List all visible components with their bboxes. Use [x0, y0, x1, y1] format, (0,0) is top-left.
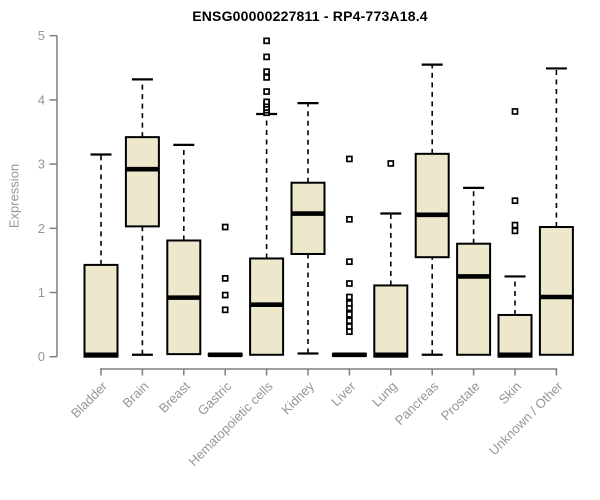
outlier-point: [346, 310, 353, 318]
x-tick-label-gastric: Gastric: [195, 378, 235, 418]
box-rect: [538, 226, 574, 356]
boxplot-brain: [124, 78, 160, 356]
outlier-point: [346, 280, 353, 287]
outlier-point: [511, 197, 519, 205]
box-rect: [124, 136, 160, 228]
boxplot-hematopoietic-cells: [249, 37, 285, 356]
boxplot-skin: [497, 108, 533, 358]
outlier-point: [346, 258, 353, 266]
box-rect: [373, 284, 409, 358]
boxplot-unknown-other: [538, 67, 574, 356]
outlier-point: [346, 300, 353, 307]
boxplot-gastric: [207, 223, 243, 358]
boxplot-pancreas: [414, 63, 450, 356]
outlier-point: [346, 328, 353, 336]
y-tick-label: 4: [38, 92, 45, 107]
outlier-point: [346, 293, 353, 301]
x-tick-label-bladder: Bladder: [68, 378, 111, 421]
outlier-point: [221, 291, 229, 299]
x-tick-label-liver: Liver: [328, 378, 359, 409]
outlier-point: [263, 37, 270, 45]
box-rect: [414, 152, 450, 259]
box-rect: [456, 242, 492, 356]
outlier-point: [221, 306, 229, 314]
x-tick-label-skin: Skin: [496, 379, 524, 407]
outlier-point: [221, 223, 229, 231]
x-tick-label-lung: Lung: [369, 379, 400, 410]
outlier-point: [387, 160, 395, 167]
outlier-point: [346, 317, 353, 325]
y-tick-label: 2: [38, 221, 45, 236]
boxplot-kidney: [290, 102, 326, 355]
y-tick-label: 3: [38, 157, 45, 172]
outlier-point: [263, 88, 270, 95]
outlier-point: [511, 108, 519, 115]
box-rect: [83, 263, 119, 358]
outlier-point: [511, 227, 519, 235]
boxplot-breast: [166, 143, 202, 356]
chart-title: ENSG00000227811 - RP4-773A18.4: [192, 8, 428, 24]
x-tick-label-prostate: Prostate: [438, 379, 483, 424]
y-tick-label: 5: [38, 28, 45, 43]
outlier-point: [221, 275, 229, 282]
boxplot-bladder: [83, 153, 119, 358]
x-tick-label-breast: Breast: [156, 378, 193, 415]
box-rect: [497, 313, 533, 358]
x-tick-label-pancreas: Pancreas: [392, 378, 442, 428]
x-tick-label-unknown-other: Unknown / Other: [486, 378, 566, 458]
boxplot-prostate: [456, 186, 492, 356]
outlier-point: [346, 215, 353, 223]
outlier-point: [511, 221, 519, 229]
outlier-point: [263, 74, 270, 81]
outlier-point: [263, 98, 270, 106]
y-tick-label: 1: [38, 285, 45, 300]
y-tick-label: 0: [38, 349, 45, 364]
outlier-point: [346, 323, 353, 330]
outlier-point: [263, 68, 270, 76]
boxplot-lung: [373, 160, 409, 358]
x-tick-label-kidney: Kidney: [278, 378, 317, 417]
outlier-point: [346, 155, 353, 163]
boxplot-liver: [331, 155, 367, 358]
box-rect: [290, 181, 326, 255]
x-tick-label-brain: Brain: [119, 379, 151, 411]
outlier-point: [263, 53, 270, 61]
